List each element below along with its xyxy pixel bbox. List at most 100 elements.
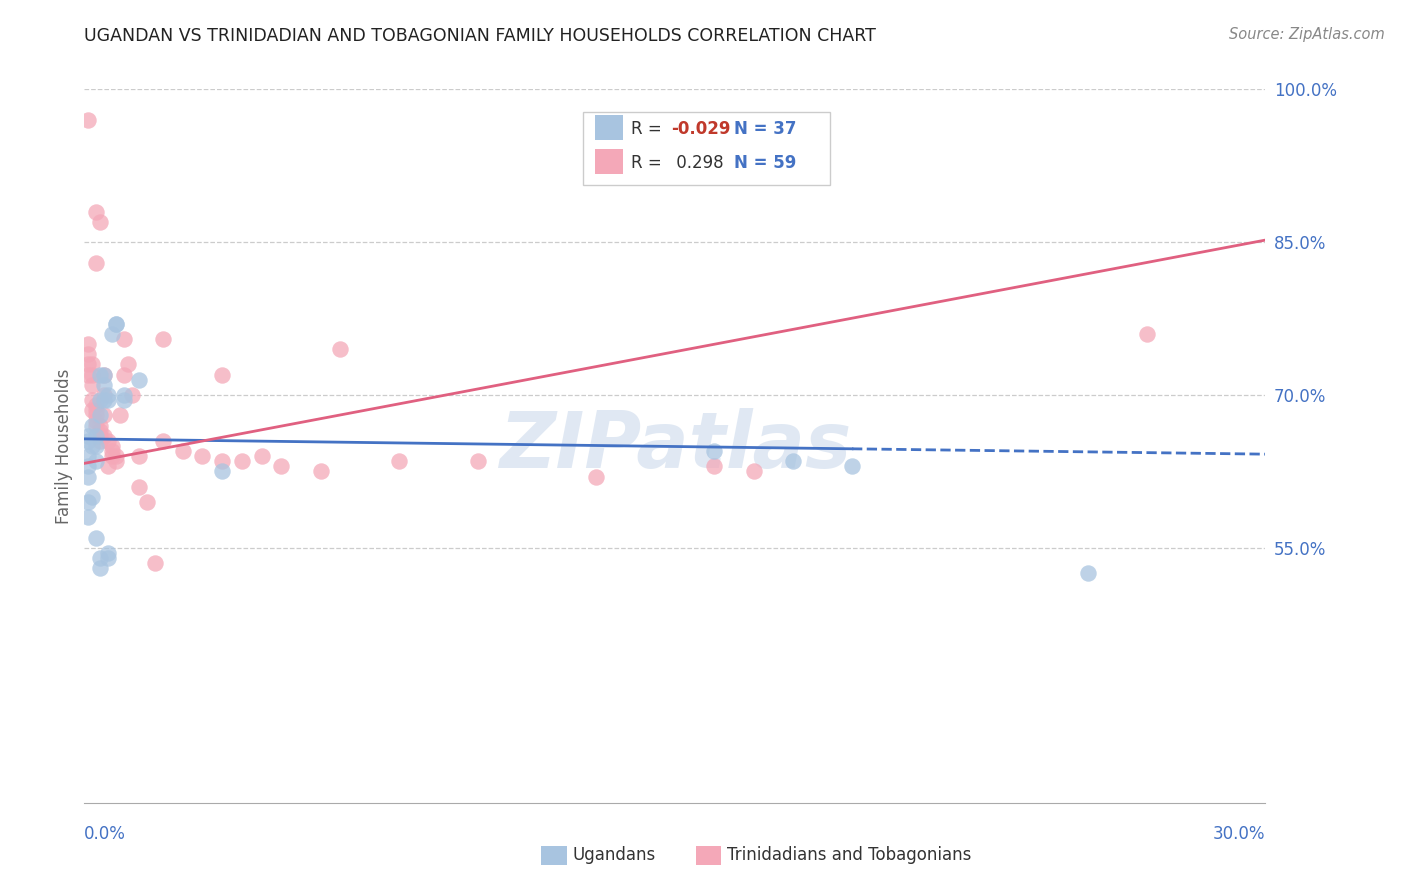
Point (101, 449, 124, 463)
Point (93, 368, 115, 382)
Text: Source: ZipAtlas.com: Source: ZipAtlas.com (1229, 27, 1385, 42)
Text: R =: R = (631, 120, 668, 138)
Point (77, 510, 100, 524)
Point (77, 347, 100, 361)
Point (152, 332, 174, 346)
Point (82, 418, 104, 433)
Point (84, 454, 107, 468)
Point (82, 358, 104, 372)
Point (89, 393, 111, 408)
Point (77, 337, 100, 351)
Point (93, 409, 115, 423)
Point (211, 368, 233, 382)
Point (211, 454, 233, 468)
Point (104, 454, 127, 468)
Point (104, 449, 127, 463)
Point (97, 459, 120, 474)
Point (97, 388, 120, 402)
Point (89, 215, 111, 229)
Point (84, 429, 107, 443)
Point (112, 368, 135, 382)
Text: 0.298: 0.298 (671, 154, 723, 172)
Point (77, 368, 100, 382)
Point (82, 377, 104, 392)
Point (82, 439, 104, 453)
Point (585, 469, 607, 483)
Point (77, 429, 100, 443)
Point (93, 368, 115, 382)
Point (89, 561, 111, 575)
Point (82, 403, 104, 417)
Point (104, 317, 127, 331)
Point (89, 551, 111, 566)
Point (89, 434, 111, 448)
Point (84, 398, 107, 412)
Text: 30.0%: 30.0% (1213, 825, 1265, 843)
Point (1136, 326, 1159, 341)
Point (128, 449, 150, 463)
Point (108, 409, 131, 423)
Text: 0.0%: 0.0% (84, 825, 127, 843)
Point (467, 454, 489, 468)
Text: N = 37: N = 37 (734, 120, 796, 138)
Point (82, 393, 104, 408)
Point (388, 454, 411, 468)
Point (104, 317, 127, 331)
Point (89, 429, 111, 443)
Point (309, 465, 332, 479)
Point (841, 459, 863, 474)
Point (703, 459, 725, 474)
Point (112, 393, 135, 408)
Text: -0.029: -0.029 (671, 120, 730, 138)
Point (231, 454, 253, 468)
Point (84, 413, 107, 427)
Point (121, 388, 143, 402)
Point (742, 465, 765, 479)
Point (128, 373, 150, 387)
Point (101, 326, 124, 341)
Point (84, 409, 107, 423)
Point (84, 403, 107, 417)
Point (101, 439, 124, 453)
Point (84, 531, 107, 545)
Point (128, 480, 150, 494)
Point (93, 429, 115, 443)
Point (191, 449, 214, 463)
Point (136, 495, 159, 509)
Point (82, 490, 104, 504)
Point (77, 449, 100, 463)
Point (89, 368, 111, 382)
Point (97, 393, 120, 408)
Point (329, 342, 352, 356)
Point (89, 409, 111, 423)
Point (77, 495, 100, 509)
Point (84, 204, 107, 219)
Point (77, 434, 100, 448)
Point (82, 368, 104, 382)
Point (101, 444, 124, 458)
Text: ZIPatlas: ZIPatlas (499, 408, 851, 484)
Point (152, 434, 174, 448)
Point (93, 393, 115, 408)
Point (270, 459, 292, 474)
Point (84, 439, 107, 453)
Point (77, 112, 100, 127)
Point (93, 388, 115, 402)
Point (77, 358, 100, 372)
Point (89, 418, 111, 433)
Point (97, 434, 120, 448)
Point (77, 469, 100, 483)
Point (112, 332, 135, 346)
Point (84, 255, 107, 269)
Text: UGANDAN VS TRINIDADIAN AND TOBAGONIAN FAMILY HOUSEHOLDS CORRELATION CHART: UGANDAN VS TRINIDADIAN AND TOBAGONIAN FA… (84, 27, 876, 45)
Point (84, 418, 107, 433)
Point (703, 444, 725, 458)
Point (112, 388, 135, 402)
Point (97, 551, 120, 566)
Point (93, 377, 115, 392)
Point (89, 424, 111, 438)
Text: Ugandans: Ugandans (572, 846, 655, 863)
Text: R =: R = (631, 154, 668, 172)
Point (172, 444, 194, 458)
Point (97, 546, 120, 560)
